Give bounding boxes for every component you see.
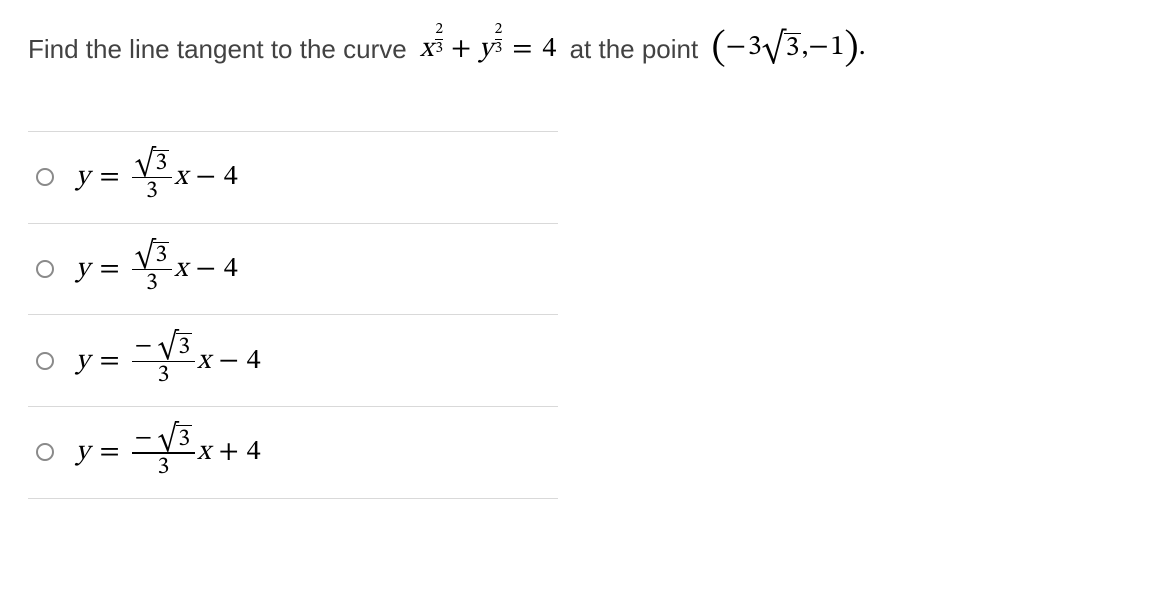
op-sign: + — [211, 438, 247, 466]
x-var: x — [174, 163, 187, 191]
fraction: √ 3 3 — [132, 242, 173, 297]
fraction-den: 3 — [143, 271, 161, 296]
comma: , — [801, 28, 808, 67]
sqrt-icon: √ — [135, 243, 156, 269]
option-2[interactable]: y = − √ 3 3 x − — [28, 315, 558, 407]
sqrt-body: 3 — [784, 33, 802, 63]
question-part2: at the point — [562, 31, 705, 67]
radio-icon[interactable] — [36, 352, 54, 370]
option-3[interactable]: y = − √ 3 3 x + — [28, 407, 558, 499]
frac-prefix: − — [135, 334, 152, 358]
fraction-bar — [132, 452, 195, 453]
fraction-bar — [132, 269, 173, 270]
radio-icon[interactable] — [36, 443, 54, 461]
sqrt-icon: √ — [158, 426, 179, 452]
eq-x-exp-den: 3 — [435, 41, 443, 56]
question-part1: Find the line tangent to the curve — [28, 31, 414, 67]
equals-sign: = — [90, 347, 130, 375]
question-equation: x 2 3 + y 2 3 = 4 — [420, 30, 556, 69]
sqrt-icon: √ — [135, 151, 156, 177]
question-text: Find the line tangent to the curve x 2 3… — [28, 28, 1130, 71]
sqrt-body: 3 — [153, 242, 169, 268]
option-0-math: y = √ 3 3 x − — [76, 150, 238, 205]
constant: 4 — [247, 438, 261, 466]
option-3-math: y = − √ 3 3 x + — [76, 425, 261, 480]
x-var: x — [197, 347, 210, 375]
eq-rhs: 4 — [542, 30, 556, 69]
constant: 4 — [224, 255, 238, 283]
equals-sign: = — [90, 438, 130, 466]
question-point: ( − 3 √ 3 , − 1 ) . — [711, 28, 865, 71]
equals-sign: = — [90, 163, 130, 191]
eq-y-exp-den: 3 — [495, 41, 503, 56]
sqrt-icon: √ — [158, 334, 179, 360]
x-var: x — [174, 255, 187, 283]
eq-y-exp-num: 2 — [495, 22, 503, 37]
radio-icon[interactable] — [36, 260, 54, 278]
period: . — [859, 28, 866, 67]
option-2-math: y = − √ 3 3 x − — [76, 333, 261, 388]
radio-icon[interactable] — [36, 168, 54, 186]
eq-x: x — [420, 30, 433, 69]
fraction-den: 3 — [154, 455, 172, 480]
x-var: x — [197, 438, 210, 466]
option-1-math: y = √ 3 3 x − — [76, 242, 238, 297]
option-0[interactable]: y = √ 3 3 x − — [28, 131, 558, 224]
sqrt-body: 3 — [176, 425, 192, 451]
fraction: − √ 3 3 — [132, 425, 195, 480]
equals-sign: = — [502, 30, 542, 69]
eq-x-exp-num: 2 — [435, 22, 443, 37]
sqrt-icon: √ — [762, 34, 786, 64]
fraction: − √ 3 3 — [132, 333, 195, 388]
fraction: √ 3 3 — [132, 150, 173, 205]
fraction-bar — [132, 361, 195, 362]
fraction-bar — [132, 177, 173, 178]
neg-sign: − — [808, 28, 830, 67]
neg-sign: − — [726, 28, 748, 67]
options-list: y = √ 3 3 x − — [28, 131, 558, 499]
constant: 4 — [247, 347, 261, 375]
frac-prefix: − — [135, 426, 152, 450]
op-sign: − — [188, 255, 224, 283]
constant: 4 — [224, 163, 238, 191]
fraction-den: 3 — [143, 179, 161, 204]
point-second: 1 — [831, 28, 845, 67]
option-1[interactable]: y = √ 3 3 x − — [28, 224, 558, 316]
sqrt-body: 3 — [153, 150, 169, 176]
page: Find the line tangent to the curve x 2 3… — [0, 0, 1158, 499]
plus-sign: + — [443, 30, 479, 69]
point-coeff: 3 — [748, 28, 762, 67]
y-var: y — [76, 255, 90, 283]
y-var: y — [76, 438, 90, 466]
eq-y: y — [479, 30, 493, 69]
op-sign: − — [188, 163, 224, 191]
y-var: y — [76, 163, 90, 191]
fraction-den: 3 — [154, 363, 172, 388]
y-var: y — [76, 347, 90, 375]
sqrt-body: 3 — [176, 333, 192, 359]
equals-sign: = — [90, 255, 130, 283]
op-sign: − — [211, 347, 247, 375]
